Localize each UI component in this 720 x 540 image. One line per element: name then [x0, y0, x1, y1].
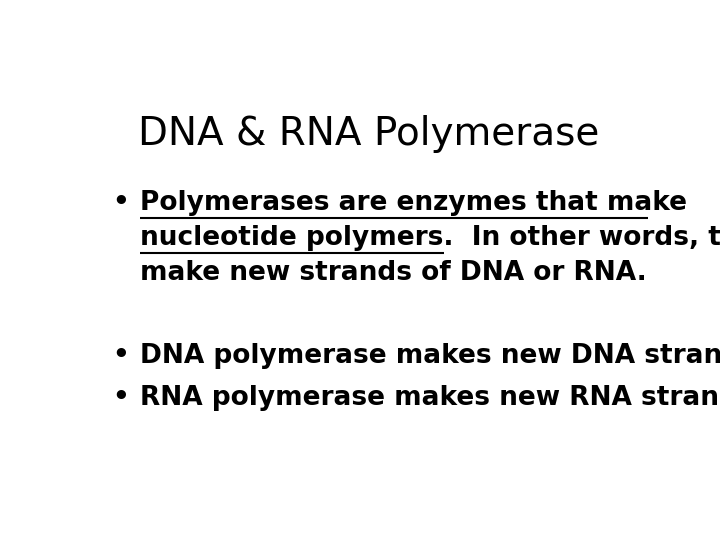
Text: •: • [112, 190, 129, 215]
Text: •: • [112, 343, 129, 369]
Text: make new strands of DNA or RNA.: make new strands of DNA or RNA. [140, 260, 647, 286]
Text: DNA polymerase makes new DNA strands.: DNA polymerase makes new DNA strands. [140, 343, 720, 369]
Text: RNA polymerase makes new RNA strands.: RNA polymerase makes new RNA strands. [140, 385, 720, 411]
Text: Polymerases are enzymes that make: Polymerases are enzymes that make [140, 190, 687, 215]
Text: nucleotide polymers.  In other words, they: nucleotide polymers. In other words, the… [140, 225, 720, 251]
Text: •: • [112, 385, 129, 411]
Text: DNA & RNA Polymerase: DNA & RNA Polymerase [138, 114, 600, 153]
